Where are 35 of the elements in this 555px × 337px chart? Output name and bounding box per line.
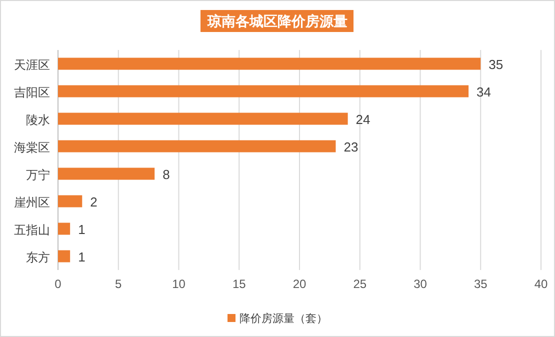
y-tick-label: 陵水: [26, 112, 50, 127]
x-tick-label: 0: [54, 277, 62, 291]
chart-title: 琼南各城区降价房源量: [206, 13, 348, 30]
data-label: 35: [488, 56, 504, 72]
bar: [58, 195, 82, 208]
bar: [58, 85, 469, 98]
x-tick-label: 30: [414, 277, 428, 291]
y-tick-label: 吉阳区: [14, 85, 50, 100]
x-tick-label: 35: [474, 277, 488, 291]
x-tick-label: 25: [353, 277, 367, 291]
y-tick-label: 万宁: [26, 168, 50, 182]
data-label: 1: [78, 249, 86, 264]
data-label: 23: [344, 139, 358, 154]
x-tick-label: 40: [534, 277, 548, 291]
data-label: 2: [90, 194, 98, 210]
bar: [58, 168, 155, 180]
data-label: 24: [356, 112, 370, 127]
x-tick-label: 15: [232, 277, 246, 291]
bar: [58, 222, 70, 235]
y-tick-label: 东方: [26, 250, 50, 264]
data-label: 8: [162, 166, 170, 182]
y-tick-label: 海棠区: [14, 140, 50, 154]
bar: [58, 58, 481, 70]
x-tick-label: 10: [172, 277, 186, 291]
x-tick-label: 20: [292, 277, 306, 291]
data-label: 34: [476, 84, 492, 100]
bar: [58, 112, 348, 125]
legend-label: 降价房源量（套）: [240, 312, 328, 325]
bar: [58, 140, 336, 152]
x-tick-label: 5: [115, 277, 122, 291]
data-label: 1: [78, 222, 86, 237]
bar: [58, 250, 70, 262]
y-tick-label: 天涯区: [14, 58, 50, 72]
y-tick-label: 崖州区: [14, 195, 50, 210]
y-tick-label: 五指山: [14, 222, 50, 237]
